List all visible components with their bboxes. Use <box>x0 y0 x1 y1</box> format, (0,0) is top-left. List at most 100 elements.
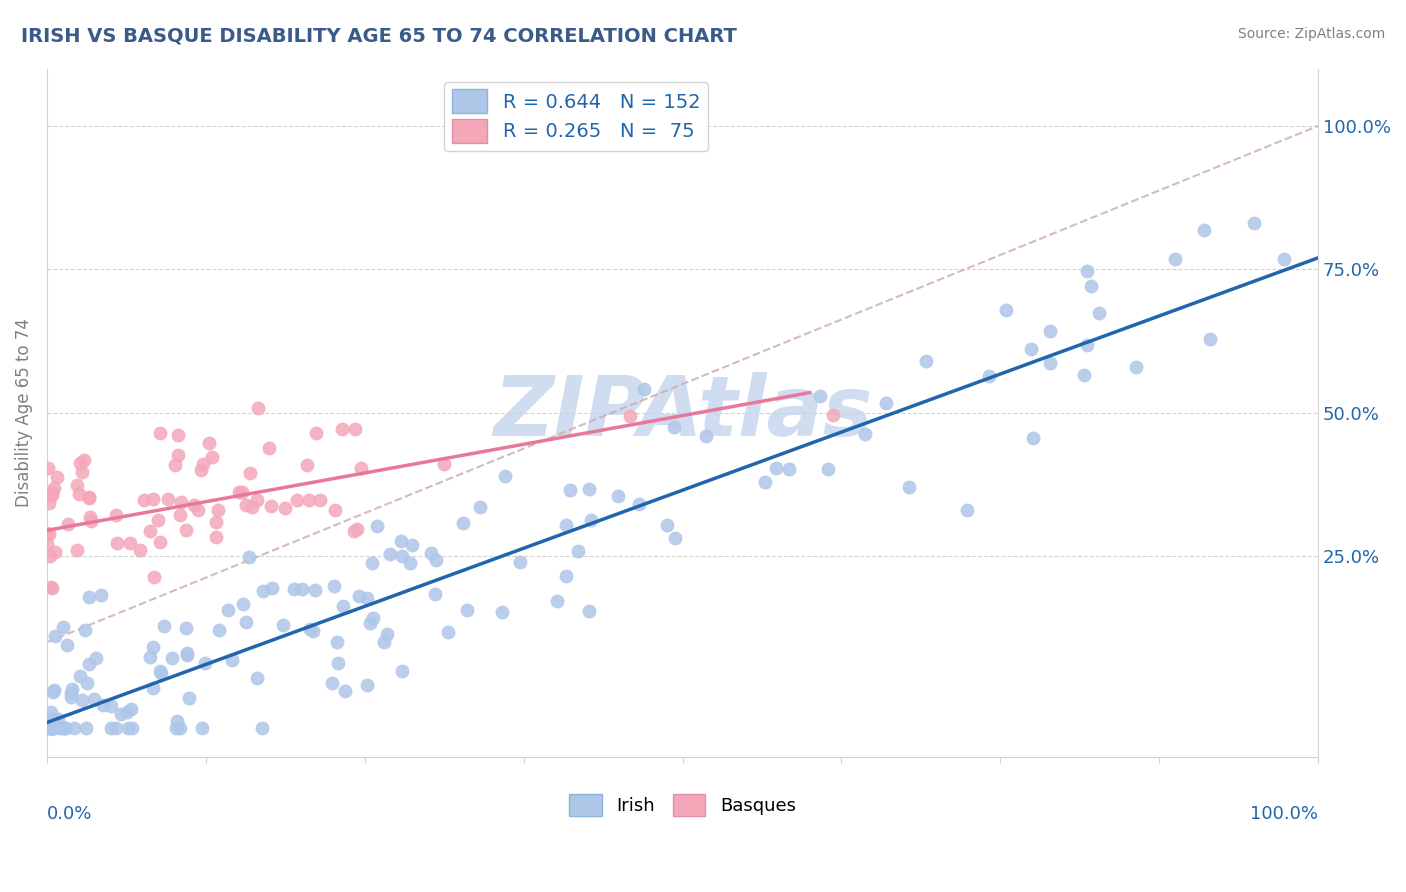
Point <box>994 303 1017 318</box>
Point <box>38 721 60 735</box>
Point <box>259 441 281 455</box>
Point <box>491 605 513 619</box>
Point <box>37 460 59 475</box>
Point <box>66 478 89 492</box>
Point <box>655 517 678 532</box>
Point <box>37 721 59 735</box>
Point <box>1039 356 1062 370</box>
Point <box>1192 223 1215 237</box>
Point <box>391 549 413 563</box>
Point <box>509 555 531 569</box>
Point <box>321 676 343 690</box>
Point <box>425 553 447 567</box>
Point <box>193 458 215 472</box>
Point <box>326 656 349 670</box>
Point <box>252 583 274 598</box>
Point <box>1087 306 1109 320</box>
Point <box>363 610 385 624</box>
Point <box>84 650 107 665</box>
Point <box>1199 333 1222 347</box>
Point <box>37 719 59 733</box>
Point <box>69 669 91 683</box>
Point <box>53 721 76 735</box>
Point <box>115 705 138 719</box>
Point <box>235 498 257 512</box>
Point <box>41 485 63 500</box>
Point <box>46 712 69 726</box>
Point <box>52 721 75 735</box>
Point <box>298 493 321 508</box>
Point <box>285 493 308 508</box>
Point <box>238 549 260 564</box>
Point <box>38 716 60 731</box>
Point <box>105 536 128 550</box>
Point <box>120 701 142 715</box>
Point <box>38 527 60 541</box>
Point <box>853 427 876 442</box>
Point <box>391 664 413 678</box>
Point <box>176 648 198 662</box>
Point <box>37 536 59 550</box>
Point <box>361 556 384 570</box>
Point <box>1076 264 1098 278</box>
Point <box>823 408 845 422</box>
Point <box>359 616 381 631</box>
Point <box>305 425 328 440</box>
Point <box>104 721 127 735</box>
Point <box>44 544 66 558</box>
Point <box>201 450 224 465</box>
Point <box>765 460 787 475</box>
Point <box>283 582 305 597</box>
Text: IRISH VS BASQUE DISABILITY AGE 65 TO 74 CORRELATION CHART: IRISH VS BASQUE DISABILITY AGE 65 TO 74 … <box>21 27 737 45</box>
Point <box>423 587 446 601</box>
Point <box>494 469 516 483</box>
Point <box>207 503 229 517</box>
Point <box>165 721 187 735</box>
Point <box>239 467 262 481</box>
Point <box>356 677 378 691</box>
Point <box>578 482 600 496</box>
Point <box>105 508 128 523</box>
Point <box>606 489 628 503</box>
Point <box>260 499 283 513</box>
Point <box>38 496 60 510</box>
Point <box>121 721 143 735</box>
Legend: Irish, Basques: Irish, Basques <box>562 787 803 823</box>
Point <box>42 682 65 697</box>
Point <box>190 463 212 477</box>
Point <box>39 580 62 594</box>
Point <box>208 623 231 637</box>
Point <box>41 721 63 735</box>
Text: 100.0%: 100.0% <box>1250 805 1319 823</box>
Point <box>323 502 346 516</box>
Point <box>298 622 321 636</box>
Point <box>198 436 221 450</box>
Point <box>373 634 395 648</box>
Point <box>323 579 346 593</box>
Text: 0.0%: 0.0% <box>46 805 93 823</box>
Point <box>979 368 1001 383</box>
Point <box>79 510 101 524</box>
Point <box>1272 252 1295 266</box>
Point <box>956 503 979 517</box>
Point <box>619 409 641 424</box>
Point <box>304 583 326 598</box>
Point <box>183 498 205 512</box>
Text: ZIPAtlas: ZIPAtlas <box>494 372 872 453</box>
Point <box>39 721 62 735</box>
Point <box>120 536 142 550</box>
Point <box>49 721 72 735</box>
Point <box>695 429 717 443</box>
Point <box>456 603 478 617</box>
Point <box>149 425 172 440</box>
Point <box>356 591 378 606</box>
Point <box>380 547 402 561</box>
Point <box>333 684 356 698</box>
Point <box>401 538 423 552</box>
Point <box>1073 368 1095 382</box>
Point <box>451 516 474 531</box>
Point <box>295 458 318 473</box>
Point <box>41 581 63 595</box>
Point <box>72 453 94 467</box>
Point <box>149 665 172 680</box>
